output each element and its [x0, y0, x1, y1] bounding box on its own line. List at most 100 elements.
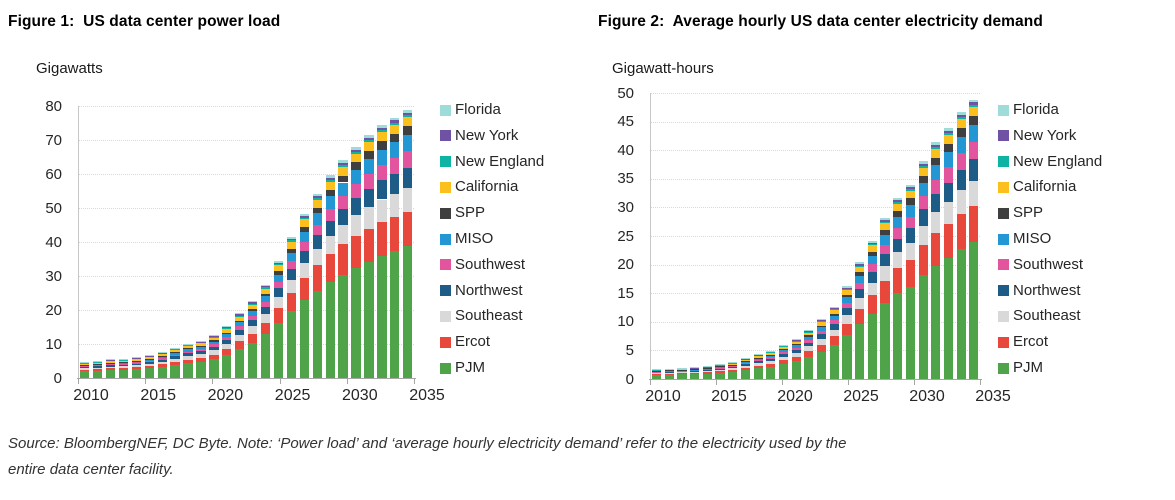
bar-segment-2012-southeast — [105, 366, 116, 369]
bar-segment-2022-miso — [804, 336, 814, 340]
bar-segment-2012-pjm — [105, 370, 116, 378]
bar-segment-2015-southeast — [715, 369, 725, 372]
legend-swatch — [998, 233, 1009, 245]
bar-segment-2032-spp — [931, 157, 941, 166]
bar-segment-2017-southwest — [740, 362, 750, 365]
bar-segment-2023-spp — [817, 325, 827, 328]
bar-segment-2025-california — [842, 289, 852, 295]
bar-segment-2026-ercot — [855, 308, 865, 325]
bar-segment-2034-ercot — [390, 217, 400, 252]
x-tick-label: 2025 — [843, 388, 879, 405]
figure-2-unit-label: Gigawatt-hours — [612, 60, 714, 77]
bar-segment-2033-southeast — [943, 201, 954, 225]
legend-item-ercot: Ercot — [440, 332, 610, 352]
legend-label: PJM — [455, 359, 485, 376]
bar-segment-2016-california — [157, 353, 167, 356]
bar-segment-2014-northwest — [702, 370, 712, 372]
bar-segment-2022-pjm — [235, 348, 245, 378]
bar-segment-2020-southeast — [778, 356, 789, 361]
bar-segment-2010-northwest — [80, 366, 90, 369]
legend-label: Southwest — [1013, 255, 1084, 273]
bar-segment-2030-northwest — [905, 228, 915, 243]
bar-segment-2025-northwest — [273, 288, 284, 298]
bar-segment-2011-miso — [92, 364, 103, 366]
bar-segment-2029-spp — [893, 211, 903, 217]
bar-segment-2032-southeast — [364, 206, 374, 229]
legend-label: Northwest — [1013, 281, 1081, 299]
bar-segment-2031-new-england — [918, 165, 928, 168]
source-note: Source: BloombergNEF, DC Byte. Note: ‘Po… — [8, 431, 1168, 482]
bar-segment-2017-southeast — [170, 358, 180, 362]
bar-segment-2026-california — [855, 266, 865, 273]
bar-segment-2034-northwest — [390, 174, 400, 194]
bar-segment-2022-spp — [804, 335, 814, 337]
bar-segment-2031-southwest — [918, 196, 928, 210]
bar-segment-2016-northwest — [728, 366, 738, 369]
bar-segment-2020-california — [778, 346, 789, 350]
bar-segment-2018-california — [753, 355, 763, 358]
gridline — [78, 208, 414, 209]
x-axis-tick — [716, 380, 717, 385]
bar-segment-2019-spp — [766, 354, 776, 356]
bar-segment-2028-florida — [880, 217, 890, 220]
legend-item-spp: SPP — [998, 203, 1168, 223]
bar-segment-2020-ercot — [209, 354, 219, 360]
bar-segment-2028-pjm — [312, 290, 322, 378]
bar-segment-2028-california — [312, 199, 322, 208]
bar-segment-2033-spp — [943, 144, 954, 153]
bar-segment-2029-new-england — [893, 202, 903, 204]
bar-segment-2025-pjm — [273, 322, 284, 378]
gridline — [650, 350, 980, 352]
bar-segment-2032-northwest — [931, 194, 941, 213]
bar-segment-2028-southwest — [880, 244, 890, 255]
bar-segment-2024-new-york — [260, 286, 271, 288]
x-axis-tick — [212, 379, 214, 384]
y-tick-label: 50 — [617, 84, 634, 102]
bar-segment-2031-northwest — [918, 209, 928, 226]
bar-segment-2021-ercot — [222, 349, 232, 356]
bar-segment-2018-spp — [753, 357, 763, 359]
bar-segment-2031-florida — [918, 161, 928, 164]
legend-label: PJM — [1013, 359, 1043, 376]
bar-segment-2018-northwest — [753, 361, 763, 364]
bar-segment-2017-new-york — [170, 348, 180, 350]
bar-segment-2034-southeast — [956, 189, 966, 214]
bar-segment-2014-northwest — [131, 363, 141, 366]
legend-swatch — [998, 181, 1009, 193]
bar-segment-2019-southwest — [196, 349, 206, 352]
bar-segment-2015-spp — [144, 358, 154, 360]
bar-segment-2019-southeast — [196, 354, 206, 358]
legend-label: Ercot — [1013, 333, 1049, 351]
bar-segment-2020-northwest — [778, 354, 789, 357]
bar-segment-2030-southwest — [905, 216, 915, 229]
bar-segment-2024-new-england — [829, 308, 839, 310]
bar-segment-2010-ercot — [652, 374, 662, 375]
bar-segment-2013-ercot — [690, 373, 700, 375]
bar-segment-2034-florida — [390, 117, 400, 121]
bar-segment-2013-miso — [690, 369, 700, 371]
bar-segment-2019-miso — [196, 346, 206, 350]
bar-segment-2035-miso — [403, 134, 413, 151]
bar-segment-2031-northwest — [351, 197, 361, 216]
bar-segment-2016-pjm — [157, 366, 167, 378]
x-axis-tick — [78, 379, 79, 384]
bar-segment-2018-ercot — [183, 359, 193, 364]
bar-segment-2010-northwest — [652, 372, 662, 374]
bar-segment-2031-southeast — [918, 225, 928, 246]
y-tick-label: 40 — [617, 141, 634, 159]
bar-segment-2027-california — [299, 219, 309, 227]
bar-segment-2023-pjm — [817, 351, 827, 379]
gridline — [650, 321, 980, 323]
y-tick-label: 20 — [45, 301, 62, 319]
bar-segment-2025-southwest — [273, 281, 284, 289]
bar-segment-2015-miso — [144, 359, 154, 361]
bar-segment-2016-ercot — [157, 364, 167, 367]
bar-segment-2029-pjm — [893, 293, 903, 379]
x-tick-label: 2020 — [207, 387, 244, 404]
bar-segment-2032-southwest — [931, 179, 941, 195]
bar-segment-2015-california — [144, 356, 154, 359]
bar-segment-2010-southeast — [80, 368, 90, 370]
bar-segment-2027-miso — [867, 256, 877, 265]
bar-segment-2030-pjm — [905, 286, 915, 379]
bar-segment-2021-northwest — [791, 349, 801, 353]
